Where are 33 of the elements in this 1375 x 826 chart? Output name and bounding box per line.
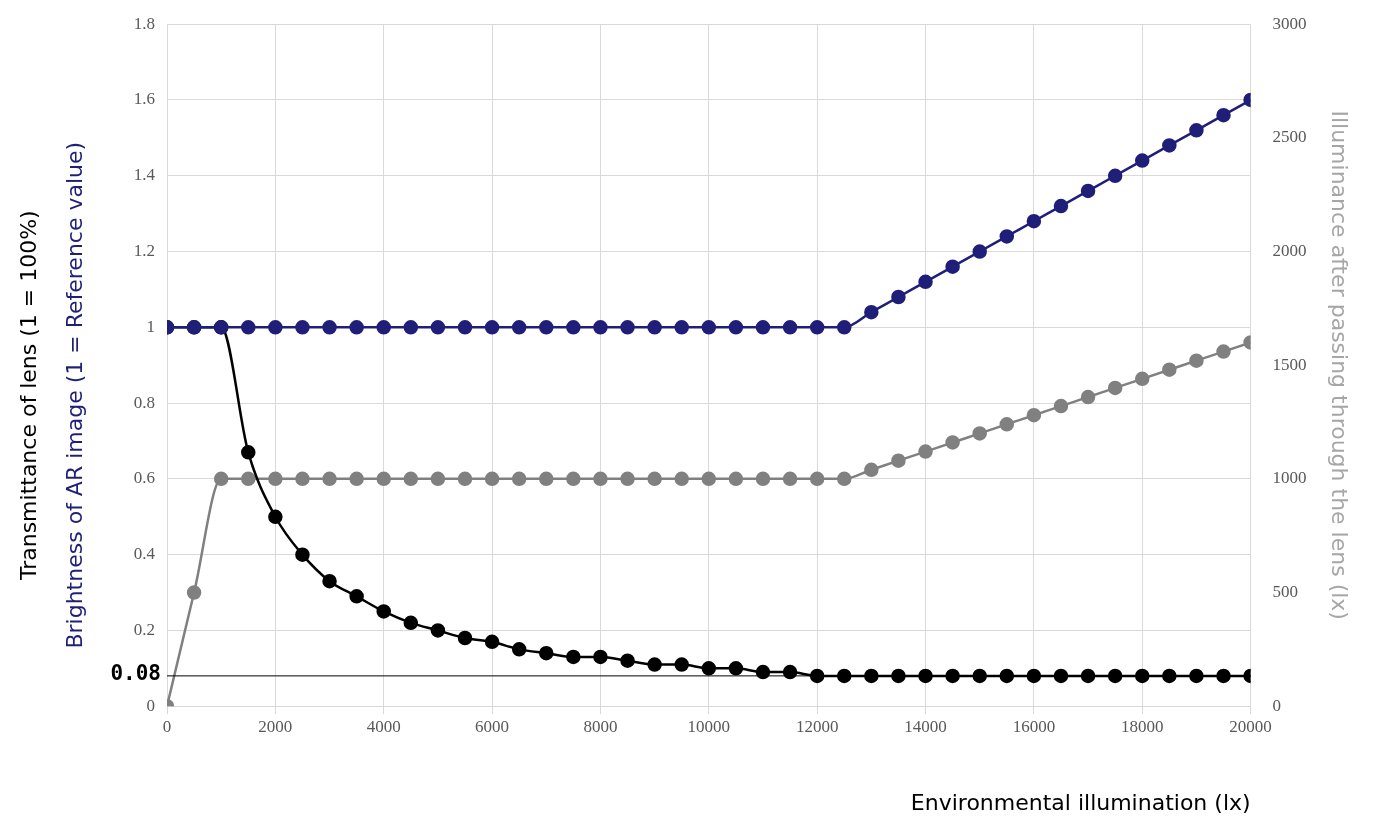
y-tick-label: 0.6	[133, 468, 155, 488]
x-axis-title: Environmental illumination (lx)	[910, 789, 1251, 815]
x-tick-label: 14000	[904, 716, 947, 736]
x-tick-label: 6000	[475, 716, 510, 736]
y2-tick-label: 2000	[1272, 241, 1307, 260]
x-tick-label: 0	[162, 716, 172, 736]
y2-tick-label: 500	[1272, 582, 1299, 601]
text: Brightness of AR image (1 = Reference value)	[61, 141, 87, 649]
y-tick-label: 1	[146, 316, 155, 336]
x-tick-label: 12000	[795, 716, 839, 736]
y2-tick-label: 1000	[1272, 468, 1307, 488]
x-tick-label: 16000	[1012, 716, 1056, 736]
y-tick-label: 0	[146, 695, 155, 715]
x-tick-label: 8000	[583, 716, 618, 736]
y-tick-label: 0.4	[133, 544, 156, 564]
y2-tick-label: 1500	[1272, 354, 1307, 374]
y2-tick-label: 0	[1272, 695, 1282, 715]
text: Transmittance of lens (1 = 100%)	[15, 210, 41, 581]
y-tick-label: 0.8	[133, 392, 155, 412]
y-tick-label: 1.4	[133, 165, 156, 185]
y-tick-label: 1.6	[133, 89, 155, 109]
x-tick-label: 20000	[1229, 716, 1272, 736]
x-tick-label: 4000	[366, 716, 401, 736]
y-tick-label: 1.8	[133, 13, 155, 33]
ref-line-label: 0.08	[110, 660, 161, 685]
x-tick-label: 18000	[1120, 716, 1164, 736]
y-tick-label: 0.2	[133, 619, 155, 639]
y-tick-label: 1.2	[133, 241, 155, 260]
x-tick-label: 10000	[687, 716, 731, 736]
y2-tick-label: 2500	[1272, 127, 1307, 147]
x-tick-label: 2000	[258, 716, 293, 736]
y2-axis-title: Illuminance after passing through the lens (lx)	[1327, 110, 1353, 620]
y2-tick-label: 3000	[1272, 13, 1307, 33]
